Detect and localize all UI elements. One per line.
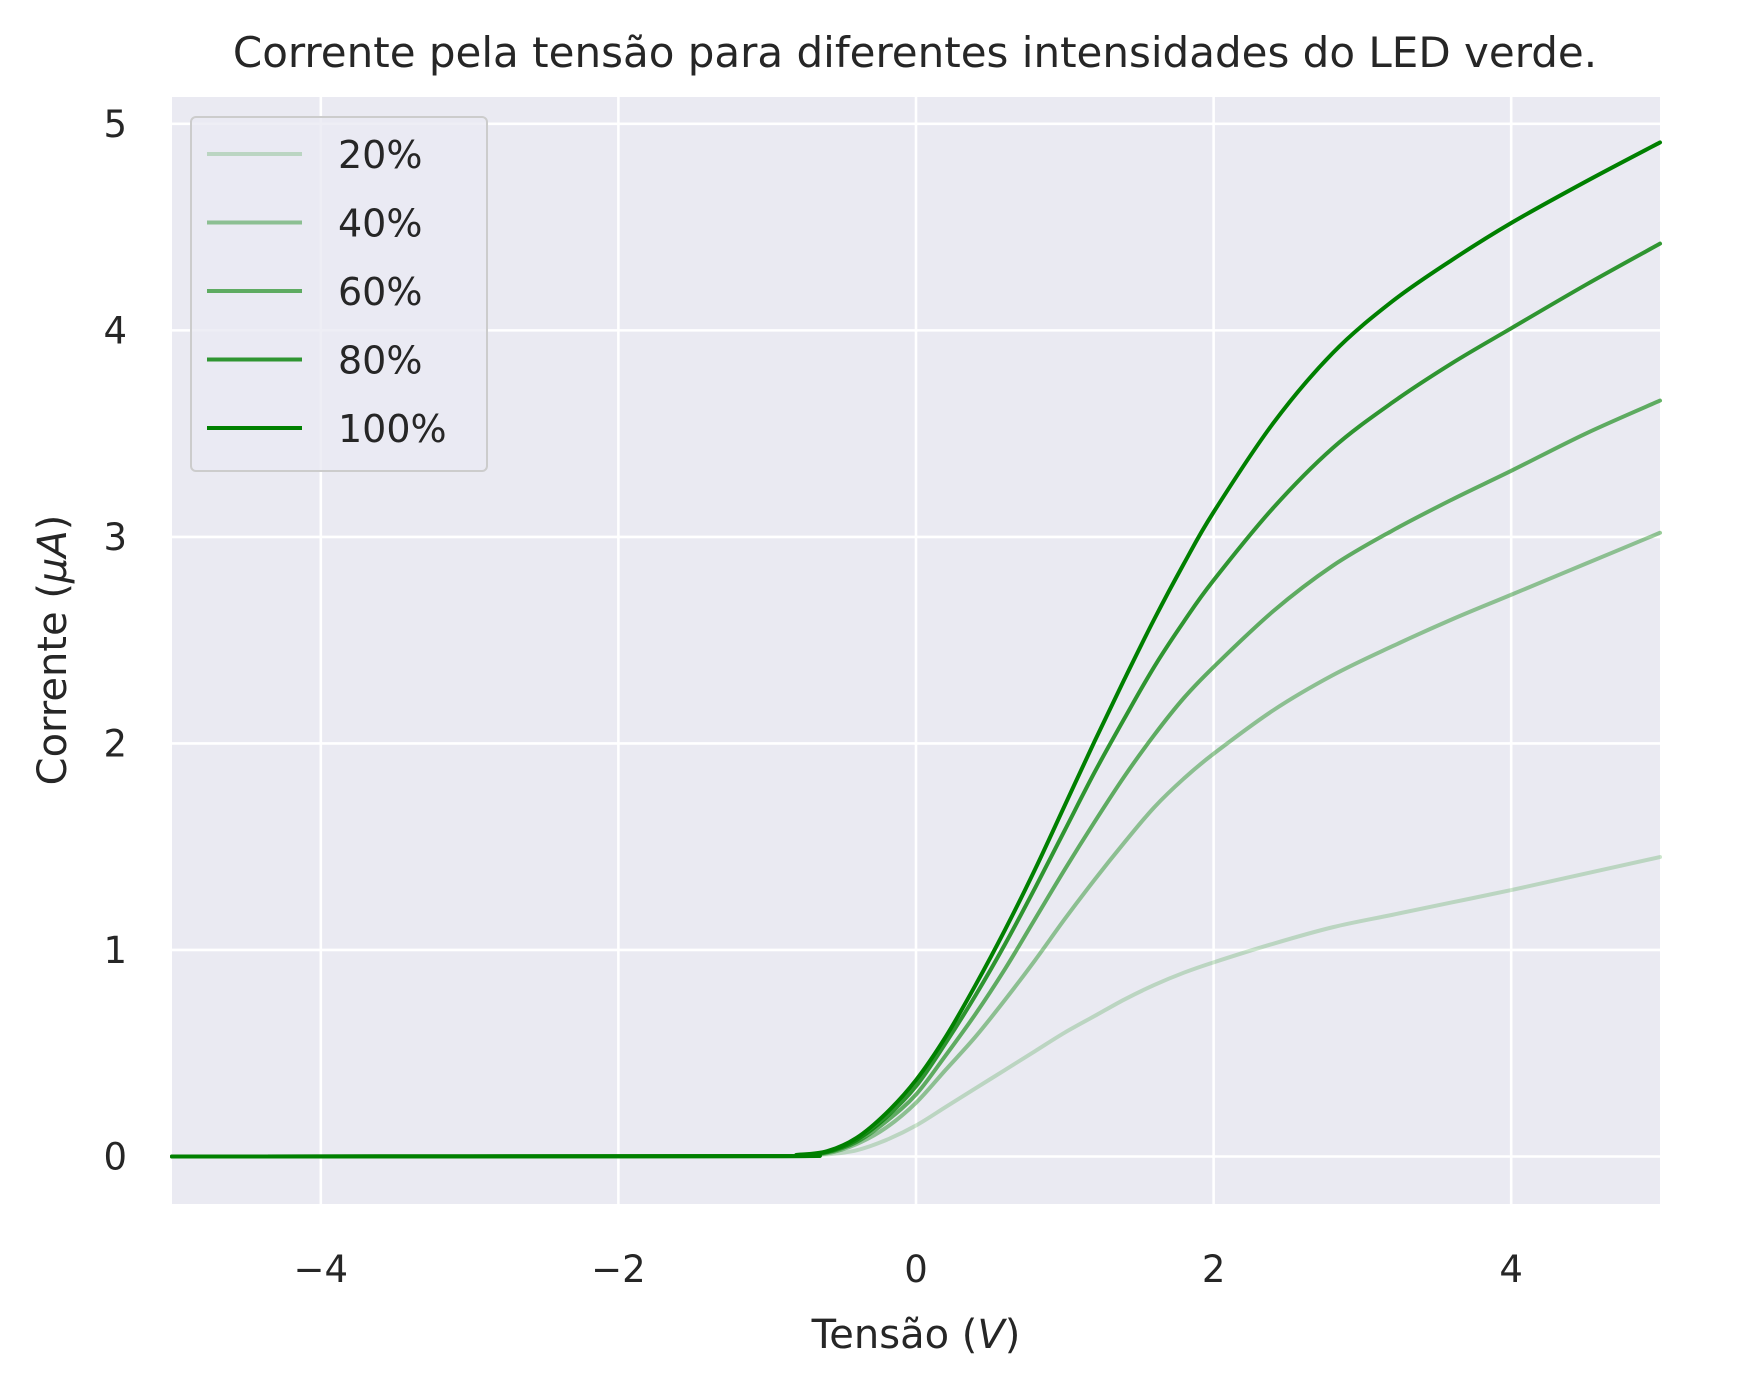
y-axis-ticks: 0 1 2 3 4 5 xyxy=(103,103,127,1179)
y-tick-label: 1 xyxy=(103,929,127,972)
y-tick-label: 2 xyxy=(103,722,127,765)
legend: 20% 40% 60% 80% 100% xyxy=(190,116,488,472)
y-tick-label: 0 xyxy=(103,1135,127,1178)
x-axis-ticks: −4 −2 0 2 4 xyxy=(294,1248,1523,1291)
x-tick-label: 0 xyxy=(904,1248,928,1291)
legend-label: 40% xyxy=(338,202,422,246)
x-tick-label: 4 xyxy=(1499,1248,1523,1291)
legend-label: 80% xyxy=(338,339,422,383)
series-lines xyxy=(170,140,1662,1159)
x-tick-label: −4 xyxy=(294,1248,349,1291)
y-tick-label: 5 xyxy=(103,103,127,146)
legend-label: 60% xyxy=(338,270,422,314)
legend-entries: 20% 40% 60% 80% 100% xyxy=(207,133,447,451)
y-axis-label: Corrente (μA) xyxy=(30,515,76,786)
x-tick-label: 2 xyxy=(1202,1248,1226,1291)
legend-label: 100% xyxy=(338,407,447,451)
x-tick-label: −2 xyxy=(591,1248,646,1291)
chart-title: Corrente pela tensão para diferentes int… xyxy=(233,28,1597,77)
legend-label: 20% xyxy=(338,133,422,177)
series-line-5 xyxy=(170,140,1662,1159)
legend-box xyxy=(190,116,488,472)
y-tick-label: 3 xyxy=(103,516,127,559)
x-axis-label: Tensão (V) xyxy=(811,1312,1021,1358)
y-tick-label: 4 xyxy=(103,309,127,352)
